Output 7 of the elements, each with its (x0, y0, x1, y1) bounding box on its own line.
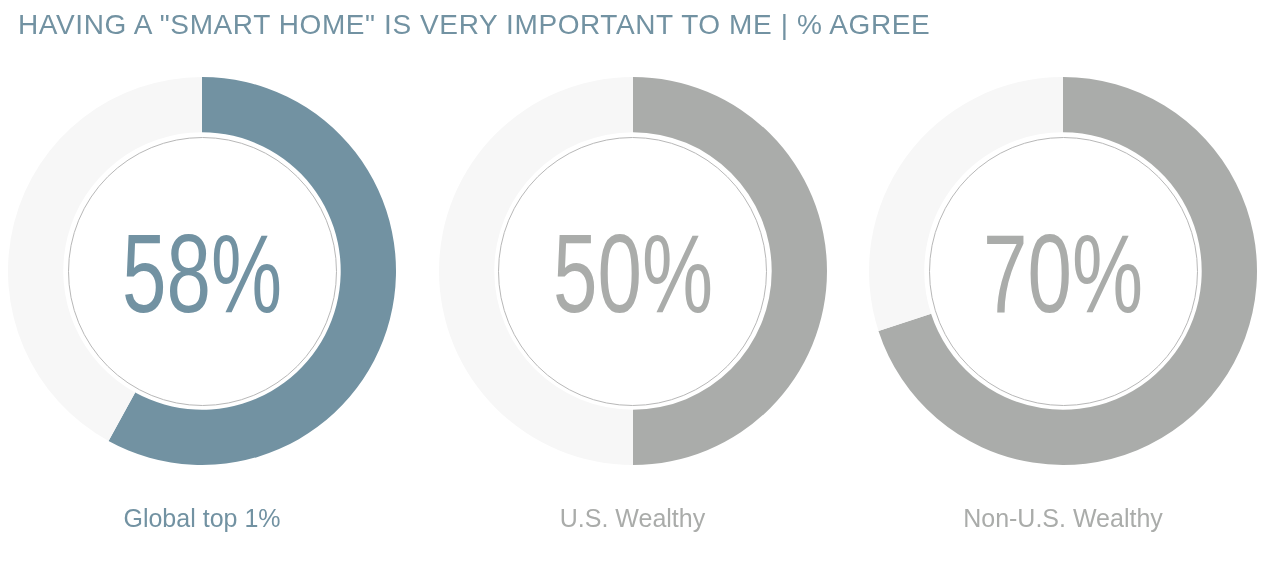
data-label: 70% (983, 210, 1143, 337)
text: HAVING A "SMART HOME" IS VERY IMPORTANT TO ME | % AGREE (18, 9, 931, 41)
text: Global top 1% (122, 503, 282, 533)
text: U.S. Wealthy (558, 503, 707, 533)
text: Non-U.S. Wealthy (962, 503, 1164, 533)
data-label: 58% (122, 210, 282, 337)
data-label: 50% (552, 210, 713, 337)
